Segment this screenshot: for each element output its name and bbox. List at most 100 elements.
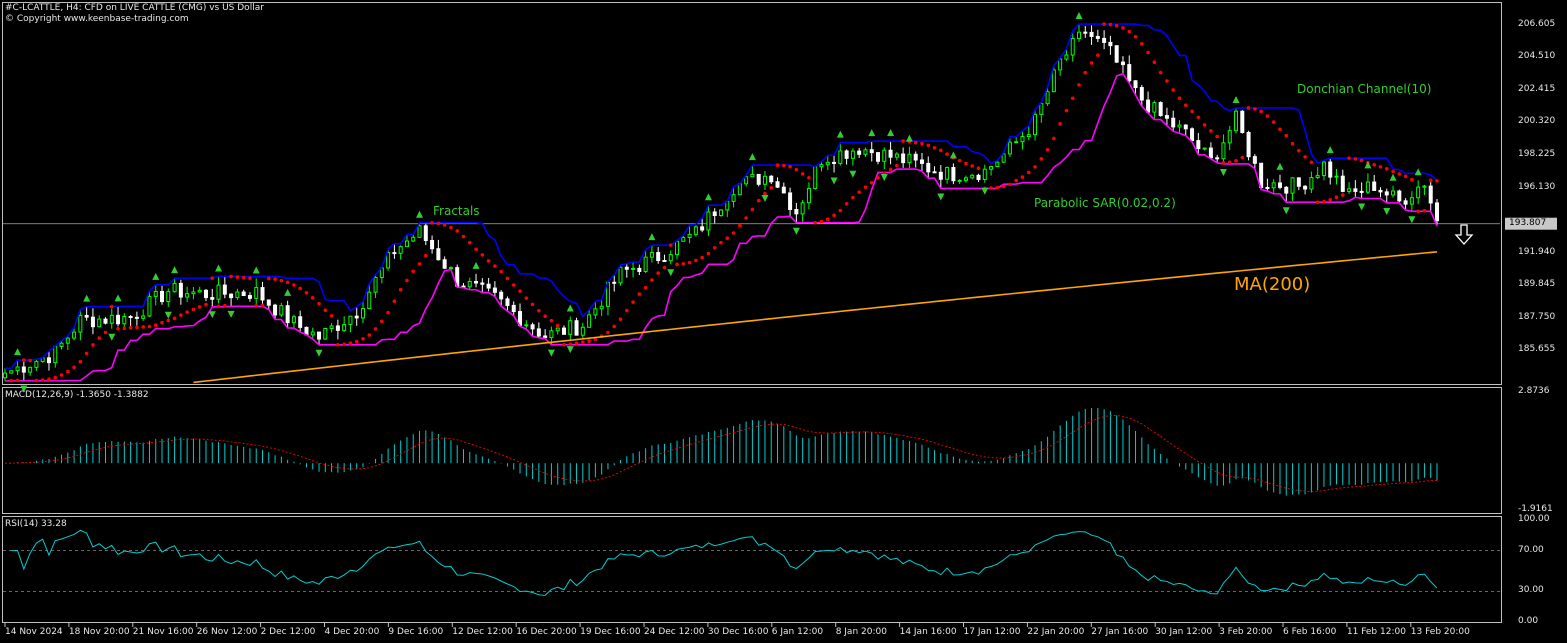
sar-dot [354,339,359,344]
candle-body [536,328,541,337]
candle-body [656,252,661,262]
x-tick-label: 18 Nov 20:00 [68,627,130,637]
sar-dot [1058,122,1062,126]
candle-body [687,233,692,239]
candle-body [467,280,472,288]
candle-body [1014,141,1019,144]
candle-body [1265,187,1270,190]
candle-body [1422,185,1427,188]
y-tick-label: 185.655 [1518,344,1556,355]
x-tick-label: 6 Feb 16:00 [1283,627,1337,637]
sar-dot [336,343,340,347]
candle-body [486,283,491,289]
sar-dot [706,251,711,256]
candle-body [869,149,874,154]
x-tick-label: 13 Feb 20:00 [1410,627,1470,637]
sar-dot [97,336,102,340]
sar-dot [185,310,189,314]
sar-dot [260,303,265,308]
rsi-pane[interactable] [2,516,1502,623]
candle-body [788,192,793,211]
sar-dot [191,307,196,312]
candle-body [1089,31,1094,37]
sar-dot [1158,70,1163,75]
fractal-up-arrow [748,153,756,161]
candle-body [1183,124,1188,130]
sar-dot [405,278,409,283]
candle-body [310,331,315,336]
candle-body [976,174,981,181]
candle-body [323,328,328,340]
candle-body [1001,153,1006,163]
sar-dot [530,302,535,307]
x-tick-label: 12 Dec 12:00 [452,627,513,637]
sar-dot [1240,155,1245,160]
candle-body [989,166,994,170]
fractal-up-arrow [887,129,895,137]
sar-dot [1309,160,1314,165]
candle-body [317,331,322,340]
sar-dot [568,342,573,347]
sar-dot [895,163,899,168]
candle-body [21,366,26,373]
candle-body [1215,157,1220,160]
candle-body [1277,182,1282,188]
sar-dot [53,375,58,380]
sar-dot [480,253,485,257]
candle-body [122,315,127,325]
sar-dot [59,373,64,377]
sar-dot [15,378,20,383]
chart-title: #C-LCATTLE, H4: CFD on LIVE CATTLE (CMG)… [5,3,264,13]
candle-body [844,150,849,159]
candle-body [335,325,340,331]
macd-y-tick: -1.9161 [1518,504,1553,514]
candle-body [1252,156,1257,164]
sar-dot [687,260,692,265]
candle-body [549,330,554,339]
sar-dot [235,275,240,279]
candle-body [448,267,453,270]
sar-dot [1089,61,1094,65]
sar-dot [304,290,309,295]
sar-dot [976,166,981,171]
fractal-down-arrow [1408,216,1416,224]
rsi-y-tick: 100.00 [1518,514,1550,524]
candle-body [90,316,95,328]
sar-dot [160,320,164,325]
candle-body [587,314,592,328]
candle-body [888,149,893,158]
candle-body [643,256,648,272]
sar-dot [1290,141,1295,146]
sar-dot [367,333,372,337]
sar-dot [122,326,127,331]
candle-body [411,236,416,242]
candle-body [65,337,70,344]
candle-body [342,323,347,331]
candle-body [505,298,510,306]
sar-dot [486,259,491,263]
candle-body [1164,115,1169,119]
sar-dot [505,276,510,281]
sar-dot [863,185,868,189]
candle-body [719,209,723,216]
candle-body [1033,113,1038,136]
sar-dot [1297,148,1301,153]
fractal-up-arrow [252,266,260,274]
candle-body [913,153,918,161]
sar-dot [298,286,302,291]
y-tick-label: 202.415 [1518,83,1556,94]
fractal-up-arrow [416,210,424,218]
candle-body [1234,110,1239,132]
candle-body [222,284,227,295]
sar-dot [1196,115,1201,120]
candle-body [593,308,598,316]
sar-dot [1096,53,1100,57]
fractal-up-arrow [648,233,656,241]
sar-dot [1227,160,1232,165]
candle-body [555,327,560,332]
sar-dot [857,190,861,194]
fractal-down-arrow [1219,168,1227,176]
x-tick-label: 21 Nov 16:00 [132,627,194,637]
candle-body [1435,202,1439,222]
sar-dot [844,201,849,206]
